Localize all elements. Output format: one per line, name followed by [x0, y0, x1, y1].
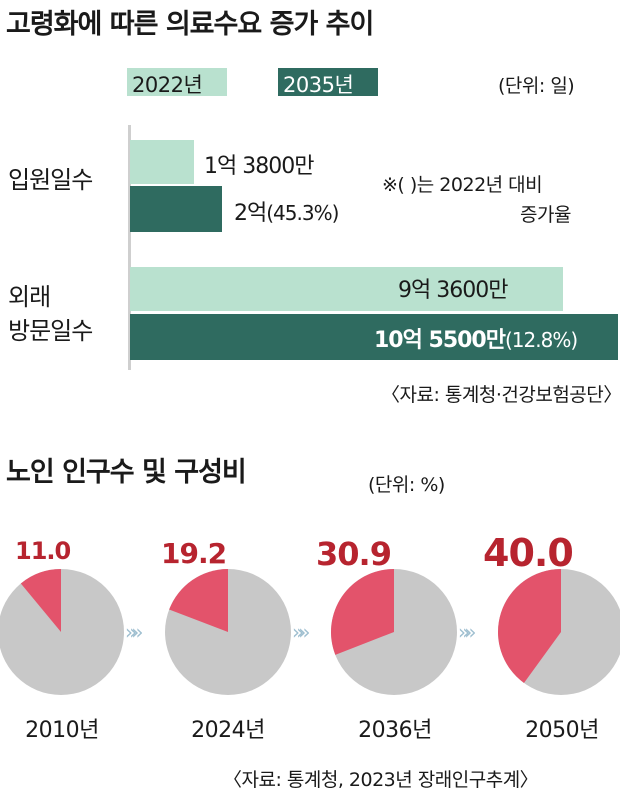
bar-label-inpatient-2022: 1억 3800만 [204, 154, 314, 179]
pie-share-slice [331, 569, 394, 655]
legend-label-2035: 2035년 [283, 73, 354, 97]
pie-chart-unit: (단위: %) [368, 474, 445, 496]
bar-label-inpatient-2035: 2억(45.3%) [234, 201, 339, 226]
pie-2050년 [497, 569, 620, 695]
bar-chart-source: 〈자료: 통계청·건강보험공단〉 [381, 384, 620, 406]
note-line-2: 증가율 [520, 204, 571, 226]
arrow-chevron-icon: »» [458, 620, 477, 644]
pie-base-slice [0, 569, 124, 695]
category-label-inpatient: 입원일수 [8, 163, 93, 197]
pie-value-2010: 11.0 [15, 537, 71, 565]
arrow-chevron-icon: »» [125, 620, 144, 644]
year-label-2024: 2024년 [191, 718, 265, 743]
arrow-chevron-icon: »» [292, 620, 311, 644]
category-line: 방문일수 [8, 317, 93, 345]
legend-label-2022: 2022년 [132, 73, 203, 97]
pie-2024년 [165, 569, 291, 695]
pie-value-2024: 19.2 [161, 537, 227, 570]
pct-label: (12.8%) [505, 328, 578, 352]
category-line: 입원일수 [8, 166, 93, 194]
category-label-outpatient: 외래 방문일수 [8, 280, 93, 348]
bar-chart-title: 고령화에 따른 의료수요 증가 추이 [6, 9, 374, 40]
pie-chart-source: 〈자료: 통계청, 2023년 장래인구추계〉 [223, 769, 539, 791]
category-line: 외래 [8, 283, 51, 311]
bar-outpatient-2035 [130, 314, 618, 360]
pie-2010년 [0, 569, 124, 695]
pie-share-slice [169, 569, 228, 632]
legend-swatch-2022 [127, 68, 227, 96]
pie-2036년 [331, 569, 457, 695]
bar-outpatient-2022 [130, 267, 563, 311]
bar-label-outpatient-2035: 10억 5500만(12.8%) [374, 328, 578, 353]
bar-label-outpatient-2022: 9억 3600만 [398, 278, 508, 303]
pie-share-slice [497, 569, 561, 683]
year-label-2050: 2050년 [525, 718, 599, 743]
legend-swatch-2035 [278, 68, 378, 96]
pie-share-slice [20, 569, 61, 632]
pie-chart-title: 노인 인구수 및 구성비 [6, 457, 247, 488]
year-label-2010: 2010년 [25, 718, 99, 743]
pie-value-2036: 30.9 [316, 535, 392, 573]
pct-label: (45.3%) [266, 201, 339, 225]
bar-inpatient-2035 [130, 186, 222, 232]
year-label-2036: 2036년 [358, 718, 432, 743]
note-line-1: ※( )는 2022년 대비 [382, 174, 543, 196]
axis-line [128, 125, 131, 370]
bar-chart-unit: (단위: 일) [498, 75, 575, 97]
bar-inpatient-2022 [130, 140, 194, 184]
pie-value-2050: 40.0 [483, 531, 574, 575]
